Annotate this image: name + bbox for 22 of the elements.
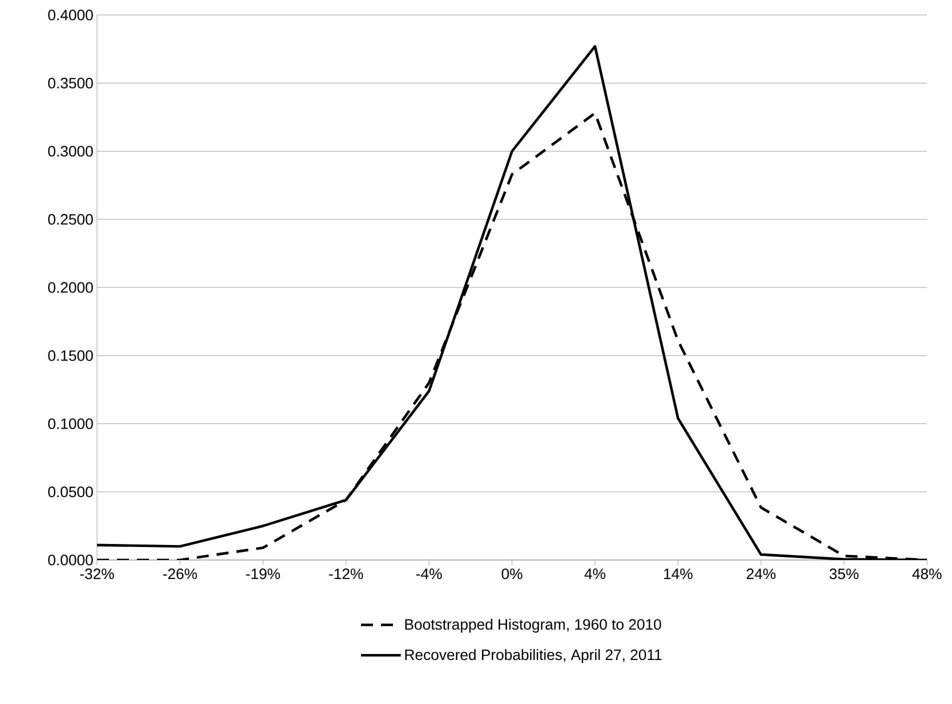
x-tick-label: -4% — [416, 568, 442, 580]
x-tick-label: -12% — [329, 568, 363, 580]
x-tick-label: 4% — [584, 568, 606, 580]
y-tick-label: 0.4000 — [48, 10, 93, 20]
legend-label: Recovered Probabilities, April 27, 2011 — [405, 649, 662, 664]
legend-label: Bootstrapped Histogram, 1960 to 2010 — [405, 618, 662, 633]
x-tick-label: 24% — [746, 568, 776, 580]
x-tick-label: 48% — [912, 568, 942, 580]
x-tick-label: -19% — [246, 568, 280, 580]
x-tick-label: 14% — [664, 568, 692, 580]
x-tick-label: -32% — [80, 568, 114, 580]
y-tick-label: 0.3000 — [48, 146, 93, 157]
y-tick-label: 0.2000 — [48, 282, 93, 293]
x-tick-label: 35% — [830, 568, 858, 580]
x-tick-label: -26% — [163, 568, 197, 580]
y-tick-label: 0.0000 — [48, 554, 93, 566]
x-tick-label: 0% — [502, 568, 522, 580]
y-tick-label: 0.0500 — [48, 486, 93, 498]
y-tick-label: 0.2500 — [48, 214, 93, 225]
y-tick-label: 0.3500 — [48, 78, 93, 88]
y-tick-label: 0.1500 — [48, 350, 93, 361]
y-tick-label: 0.1000 — [48, 418, 93, 430]
